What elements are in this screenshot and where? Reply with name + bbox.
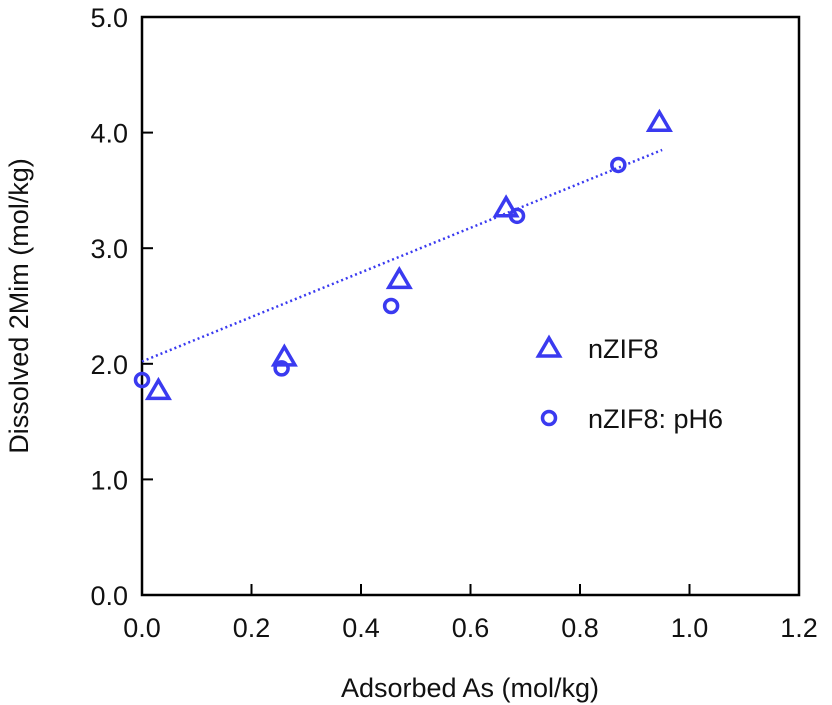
triangle-point (270, 343, 298, 367)
y-tick-label: 2.0 (90, 350, 128, 380)
legend-label: nZIF8: pH6 (588, 404, 723, 434)
legend-marker-triangle (535, 334, 563, 358)
triangle-point (144, 376, 172, 401)
triangle-point (492, 194, 520, 218)
y-axis-title: Dissolved 2Mim (mol/kg) (4, 158, 34, 454)
x-tick-label: 1.0 (671, 613, 709, 643)
data-marks (133, 108, 673, 401)
y-tick-label: 3.0 (90, 234, 128, 264)
axes: 0.0 0.2 0.4 0.6 0.8 1.0 1.2 0.0 1.0 2.0 3.0 4.0 5.0 (90, 3, 817, 643)
triangle-point (645, 108, 673, 132)
circle-point (382, 297, 400, 315)
y-tick-label: 5.0 (90, 3, 128, 33)
y-tick-label: 1.0 (90, 465, 128, 495)
circle-point (508, 207, 526, 225)
x-tick-label: 0.8 (561, 613, 599, 643)
legend-label: nZIF8 (588, 334, 659, 364)
x-tick-label: 0.0 (123, 613, 161, 643)
trendline-group (141, 148, 663, 363)
x-tick-label: 0.2 (233, 613, 271, 643)
triangle-point (385, 265, 413, 290)
legend-marker-circle (540, 409, 558, 427)
y-tick-label: 4.0 (90, 119, 128, 149)
x-tick-label: 0.6 (452, 613, 490, 643)
trendline (141, 148, 663, 363)
x-axis-title: Adsorbed As (mol/kg) (341, 673, 599, 703)
legend: nZIF8 nZIF8: pH6 (535, 334, 723, 434)
circle-point (610, 156, 627, 174)
circle-point (133, 371, 151, 389)
plot-area (142, 17, 799, 595)
x-tick-label: 1.2 (780, 613, 818, 643)
x-tick-label: 0.4 (342, 613, 380, 643)
y-tick-label: 0.0 (90, 581, 128, 611)
circle-point (273, 360, 290, 377)
